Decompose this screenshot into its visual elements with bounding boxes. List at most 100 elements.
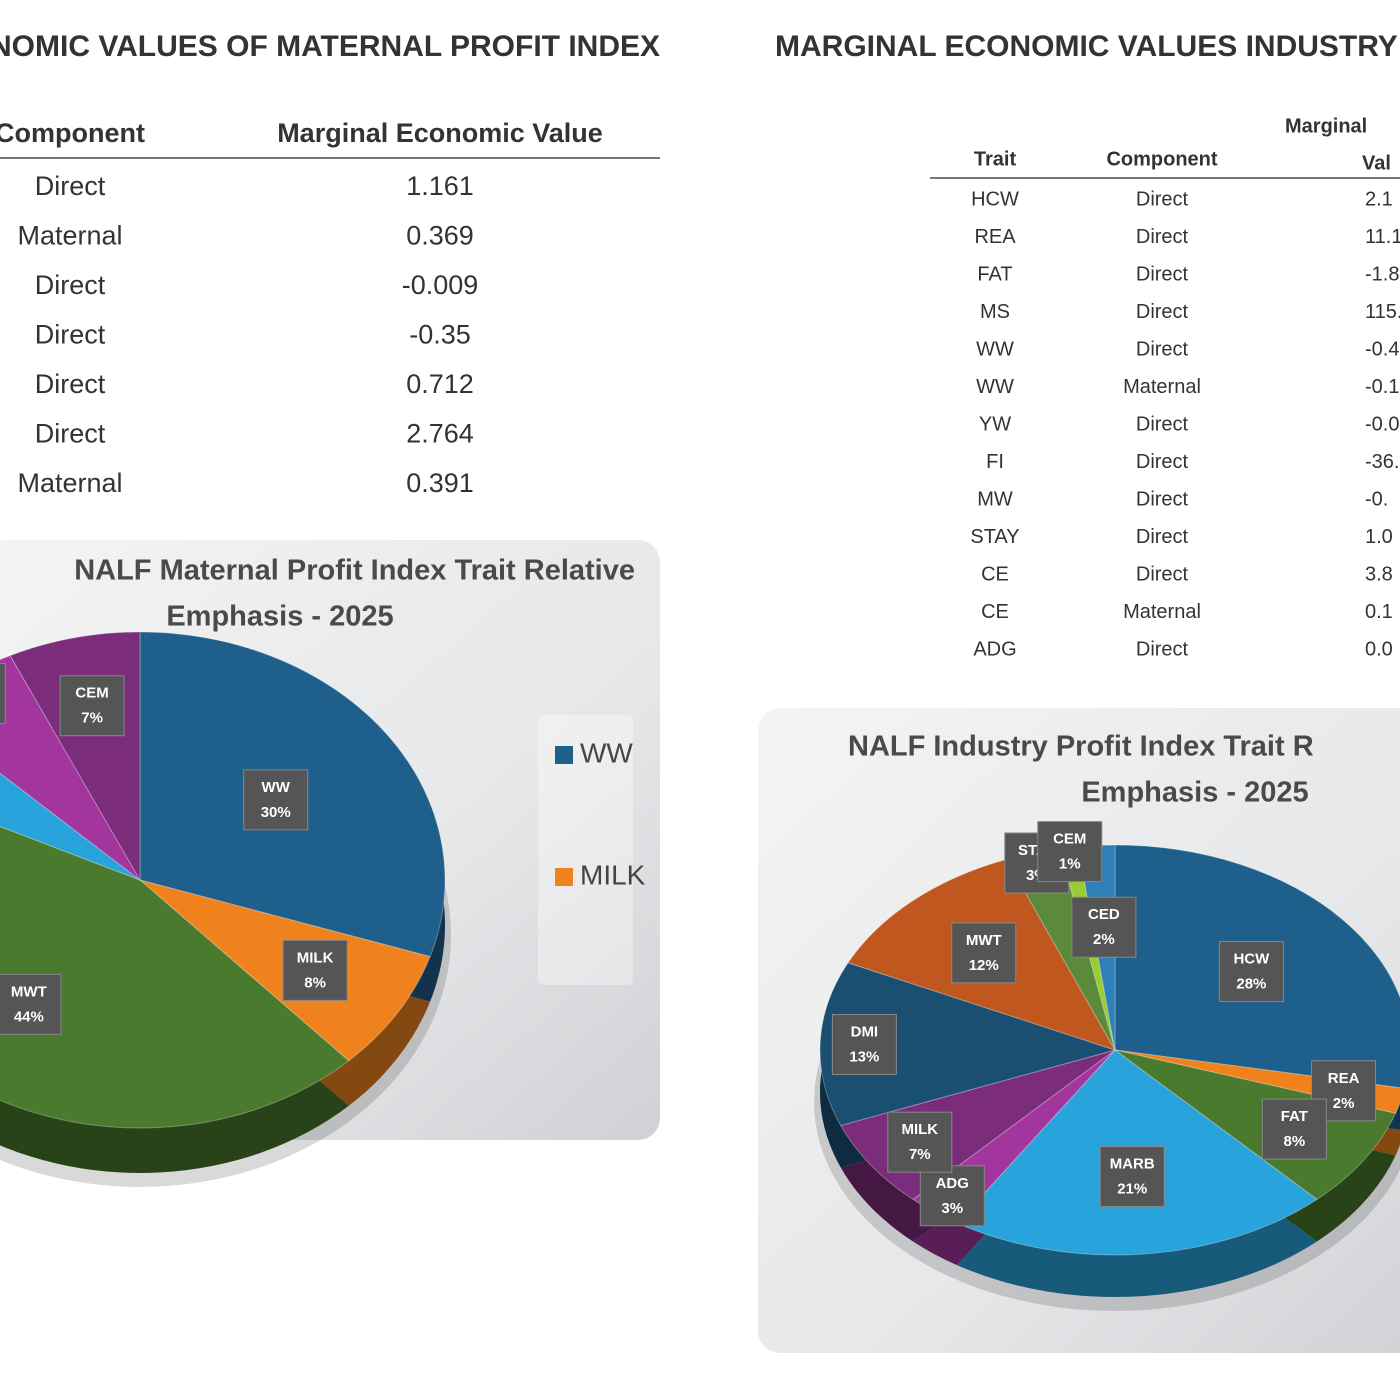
data-label-name: CED [1088,906,1120,923]
table-cell: YW [979,413,1011,435]
pie-slice [819,962,1117,1127]
data-label-box [831,1014,897,1076]
table-header: Marginal [1285,115,1367,137]
table-cell: Maternal [17,221,122,251]
table-cell: Direct [1136,226,1189,248]
table-cell: Direct [1136,488,1189,510]
table-cell: FI [986,451,1004,473]
table-cell: -36. [1365,451,1399,473]
table-cell: Direct [1136,263,1189,285]
chart-title: NALF Industry Profit Index Trait R [848,731,1314,763]
data-label-box [887,1111,953,1173]
legend-label: WW [580,737,633,768]
table-title: ECONOMIC VALUES OF MATERNAL PROFIT INDEX [0,30,660,63]
table-header: Val [1362,152,1391,174]
table-cell: CE [981,563,1009,585]
right-column: MARGINAL ECONOMIC VALUES INDUSTRY I Trait… [758,30,1400,1353]
table-cell: -0.009 [402,270,479,300]
data-label-value: 8% [304,974,326,991]
data-label-name: MILK [297,949,334,966]
table-cell: CE [981,601,1009,623]
pie-slice [0,825,350,1129]
table-cell: -1.8 [1365,263,1399,285]
table-header: Component [1106,148,1217,170]
table-cell: 1.0 [1365,526,1393,548]
table-cell: Direct [35,171,106,201]
table-cell: 2.764 [406,419,474,449]
table-cell: -0. [1365,488,1388,510]
table-cell: Direct [1136,188,1189,210]
table-cell: 0.1 [1365,601,1393,623]
table-cell: -0.1 [1365,376,1399,398]
data-label-name: ADG [936,1175,969,1192]
data-label-box [919,1165,985,1227]
table-cell: 2.1 [1365,188,1393,210]
data-label-box [0,662,6,724]
table-cell: Direct [35,369,106,399]
legend-swatch [555,868,573,886]
data-label-name: CEM [1053,831,1086,848]
data-label-value: 12% [969,957,999,974]
table-cell: Maternal [17,468,122,498]
data-label-value: 3% [941,1200,963,1217]
data-label-name: CEM [75,685,108,702]
data-label-box [1071,896,1137,958]
data-label-box [1261,1098,1327,1160]
table-cell: HCW [971,188,1019,210]
table-header: Trait [974,148,1017,170]
table-cell: ADG [973,638,1016,660]
data-label-box [951,922,1017,984]
chart-title: NALF Maternal Profit Index Trait Relativ… [74,555,635,587]
table-cell: -0.35 [409,320,471,350]
data-label-value: 7% [81,710,103,727]
data-label-value: 13% [849,1048,879,1065]
data-label-box [1037,821,1103,883]
table-cell: -0.4 [1365,338,1399,360]
table-cell: 0.369 [406,221,474,251]
table-cell: Maternal [1123,601,1201,623]
table-cell: Direct [1136,526,1189,548]
pie-slice [0,772,141,881]
data-label-box [1218,941,1284,1003]
table-cell: Direct [35,270,106,300]
table-cell: Direct [1136,413,1189,435]
data-label-value: 7% [909,1146,931,1163]
table-cell: 0.391 [406,468,474,498]
table-header: Component [0,118,145,148]
data-label-name: DMI [851,1023,879,1040]
data-label-name: MARB [1110,1156,1155,1173]
data-label-box [1099,1146,1165,1208]
legend-label: MILK [580,859,646,890]
pie-slice [0,654,141,881]
chart-subtitle: Emphasis - 2025 [1081,777,1308,809]
table-cell: 115. [1365,301,1400,323]
table-cell: Direct [35,320,106,350]
data-label-value: 28% [1236,976,1266,993]
pie-slice [1114,1049,1397,1201]
data-label-value: 8% [1283,1133,1305,1150]
table-cell: 11.1 [1365,226,1400,248]
table-title: MARGINAL ECONOMIC VALUES INDUSTRY I [775,30,1400,63]
data-label-name: MILK [901,1121,938,1138]
table-cell: Direct [1136,638,1189,660]
table-cell: Direct [1136,563,1189,585]
left-column: ECONOMIC VALUES OF MATERNAL PROFIT INDEX… [0,30,660,1187]
table-cell: 0.712 [406,369,474,399]
data-label-name: MWT [11,983,47,1000]
data-label-value: 2% [1333,1095,1355,1112]
data-label-box [59,675,125,737]
table-cell: FAT [977,263,1012,285]
data-label-name: FAT [1281,1108,1308,1125]
table-cell: 0.0 [1365,638,1393,660]
table-cell: WW [976,338,1014,360]
data-label-value: 30% [261,804,291,821]
data-label-name: MWT [966,932,1002,949]
table-cell: Direct [1136,301,1189,323]
table-cell: STAY [970,526,1019,548]
legend-box [538,715,633,985]
data-label-name: WW [262,779,291,796]
data-label-box [282,939,348,1001]
data-label-value: 21% [1117,1181,1147,1198]
data-label-value: 2% [1093,931,1115,948]
